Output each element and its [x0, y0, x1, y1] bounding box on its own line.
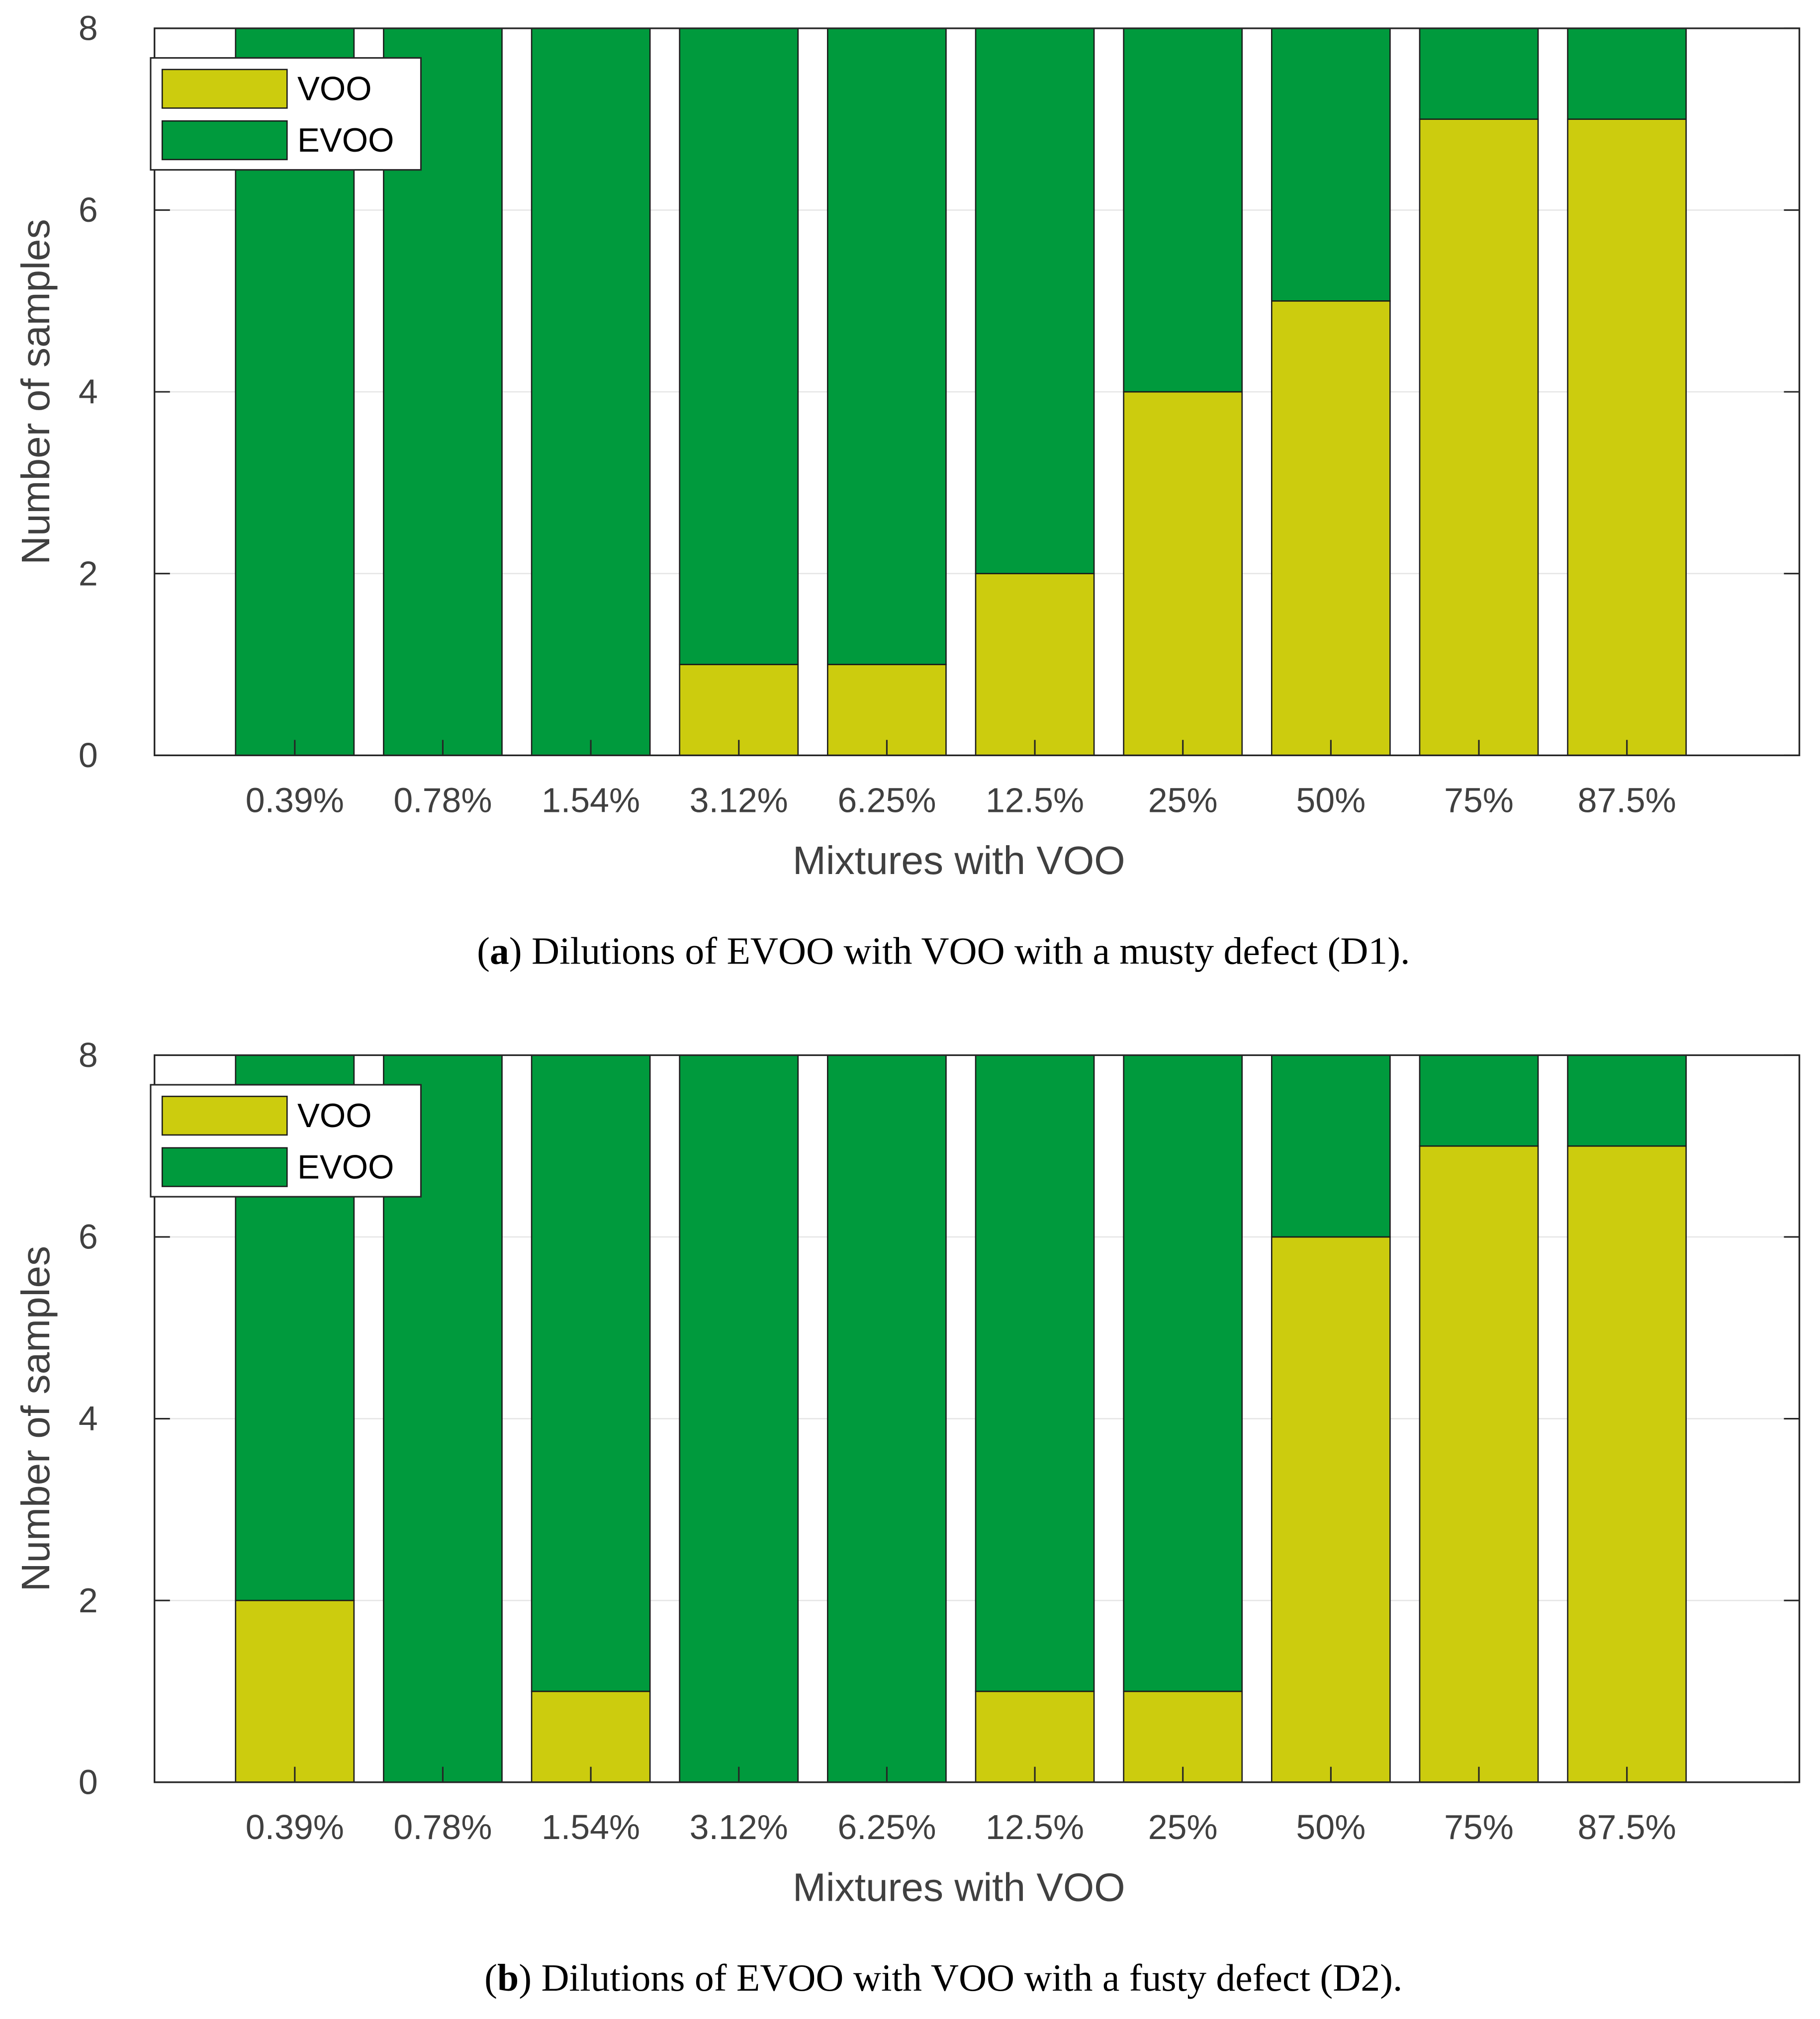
legend-label: VOO: [297, 71, 372, 108]
legend-swatch: [161, 1095, 288, 1136]
y-tick-label: 8: [79, 9, 98, 48]
x-tick-label: 1.54%: [542, 1808, 640, 1846]
bar-segment: [1123, 391, 1243, 756]
bar-segment: [1123, 1054, 1243, 1692]
bar-segment: [1271, 27, 1391, 302]
bar-segment: [679, 1054, 799, 1783]
bar-segment: [1419, 118, 1539, 756]
legend-label: EVOO: [297, 122, 394, 159]
legend-swatch: [161, 1147, 288, 1187]
bar-segment: [1419, 1145, 1539, 1783]
caption: (b) Dilutions of EVOO with VOO with a fu…: [484, 1956, 1402, 1999]
y-tick-label: 6: [79, 190, 98, 229]
chart: 0 2 4 6 8 0.39% 0.78% 1.54% 3.12% 6.25% 12.5% 25% 50…: [13, 1036, 1801, 1999]
x-tick-label: 0.39%: [246, 1808, 344, 1846]
x-tick-label: 87.5%: [1578, 1808, 1676, 1846]
x-tick-label: 50%: [1296, 1808, 1365, 1846]
caption-open: (: [484, 1956, 497, 1999]
caption-text: ) Dilutions of EVOO with VOO with a fust…: [519, 1956, 1402, 1999]
bar-segment: [1567, 1054, 1687, 1147]
bar-segment: [1271, 1054, 1391, 1238]
y-tick-label: 2: [79, 1581, 98, 1620]
x-tick-label: 6.25%: [837, 781, 936, 820]
bar-segment: [1419, 1054, 1539, 1147]
bar-segment: [679, 27, 799, 665]
legend-swatch: [161, 120, 288, 161]
y-tick-label: 0: [79, 1762, 98, 1801]
x-tick-label: 87.5%: [1578, 781, 1676, 820]
x-tick-label: 3.12%: [690, 781, 788, 820]
chart: 0 2 4 6 8 0.39% 0.78% 1.54% 3.12% 6.25% 12.5% 25% 50…: [13, 9, 1801, 972]
x-tick-label: 25%: [1148, 1808, 1218, 1846]
bar-segment: [827, 27, 947, 665]
x-tick-label: 75%: [1444, 1808, 1514, 1846]
axes-box: [154, 27, 1801, 756]
bar-segment: [1419, 27, 1539, 120]
bar-segment: [1271, 1236, 1391, 1783]
bar-segment: [975, 27, 1095, 575]
bar-segment: [531, 1054, 651, 1692]
x-tick-label: 6.25%: [837, 1808, 936, 1846]
bar-segment: [235, 1599, 355, 1783]
caption: (a) Dilutions of EVOO with VOO with a mu…: [477, 929, 1410, 972]
x-tick-label: 50%: [1296, 781, 1365, 820]
bar-segment: [1567, 118, 1687, 756]
bar-segment: [1271, 300, 1391, 756]
bar-segment: [975, 1054, 1095, 1692]
x-tick-label: 3.12%: [690, 1808, 788, 1846]
y-tick-label: 2: [79, 554, 98, 593]
bar-segment: [1123, 27, 1243, 393]
bar-segment: [1567, 1145, 1687, 1783]
y-axis-title: Number of samples: [13, 219, 58, 564]
y-tick-label: 4: [79, 372, 98, 411]
x-axis-title: Mixtures with VOO: [793, 838, 1125, 883]
axes-box: [154, 1054, 1801, 1783]
bar-segment: [1567, 27, 1687, 120]
caption-open: (: [477, 929, 490, 972]
caption-label: a: [490, 929, 509, 972]
legend-swatch: [161, 69, 288, 109]
legend-label: VOO: [297, 1097, 372, 1135]
x-axis-title: Mixtures with VOO: [793, 1865, 1125, 1910]
y-tick-label: 8: [79, 1036, 98, 1074]
y-tick-label: 0: [79, 736, 98, 775]
x-tick-label: 12.5%: [986, 1808, 1084, 1846]
x-tick-label: 12.5%: [986, 781, 1084, 820]
legend-label: EVOO: [297, 1149, 394, 1186]
caption-label: b: [497, 1956, 519, 1999]
bar-segment: [531, 27, 651, 756]
x-tick-label: 0.78%: [393, 781, 492, 820]
x-tick-label: 1.54%: [542, 781, 640, 820]
x-tick-label: 25%: [1148, 781, 1218, 820]
x-tick-label: 75%: [1444, 781, 1514, 820]
bar-segment: [975, 573, 1095, 756]
y-axis-title: Number of samples: [13, 1246, 58, 1591]
bar-segment: [827, 1054, 947, 1783]
caption-text: ) Dilutions of EVOO with VOO with a must…: [509, 929, 1410, 972]
y-tick-label: 4: [79, 1399, 98, 1438]
x-tick-label: 0.39%: [246, 781, 344, 820]
x-tick-label: 0.78%: [393, 1808, 492, 1846]
y-tick-label: 6: [79, 1218, 98, 1256]
